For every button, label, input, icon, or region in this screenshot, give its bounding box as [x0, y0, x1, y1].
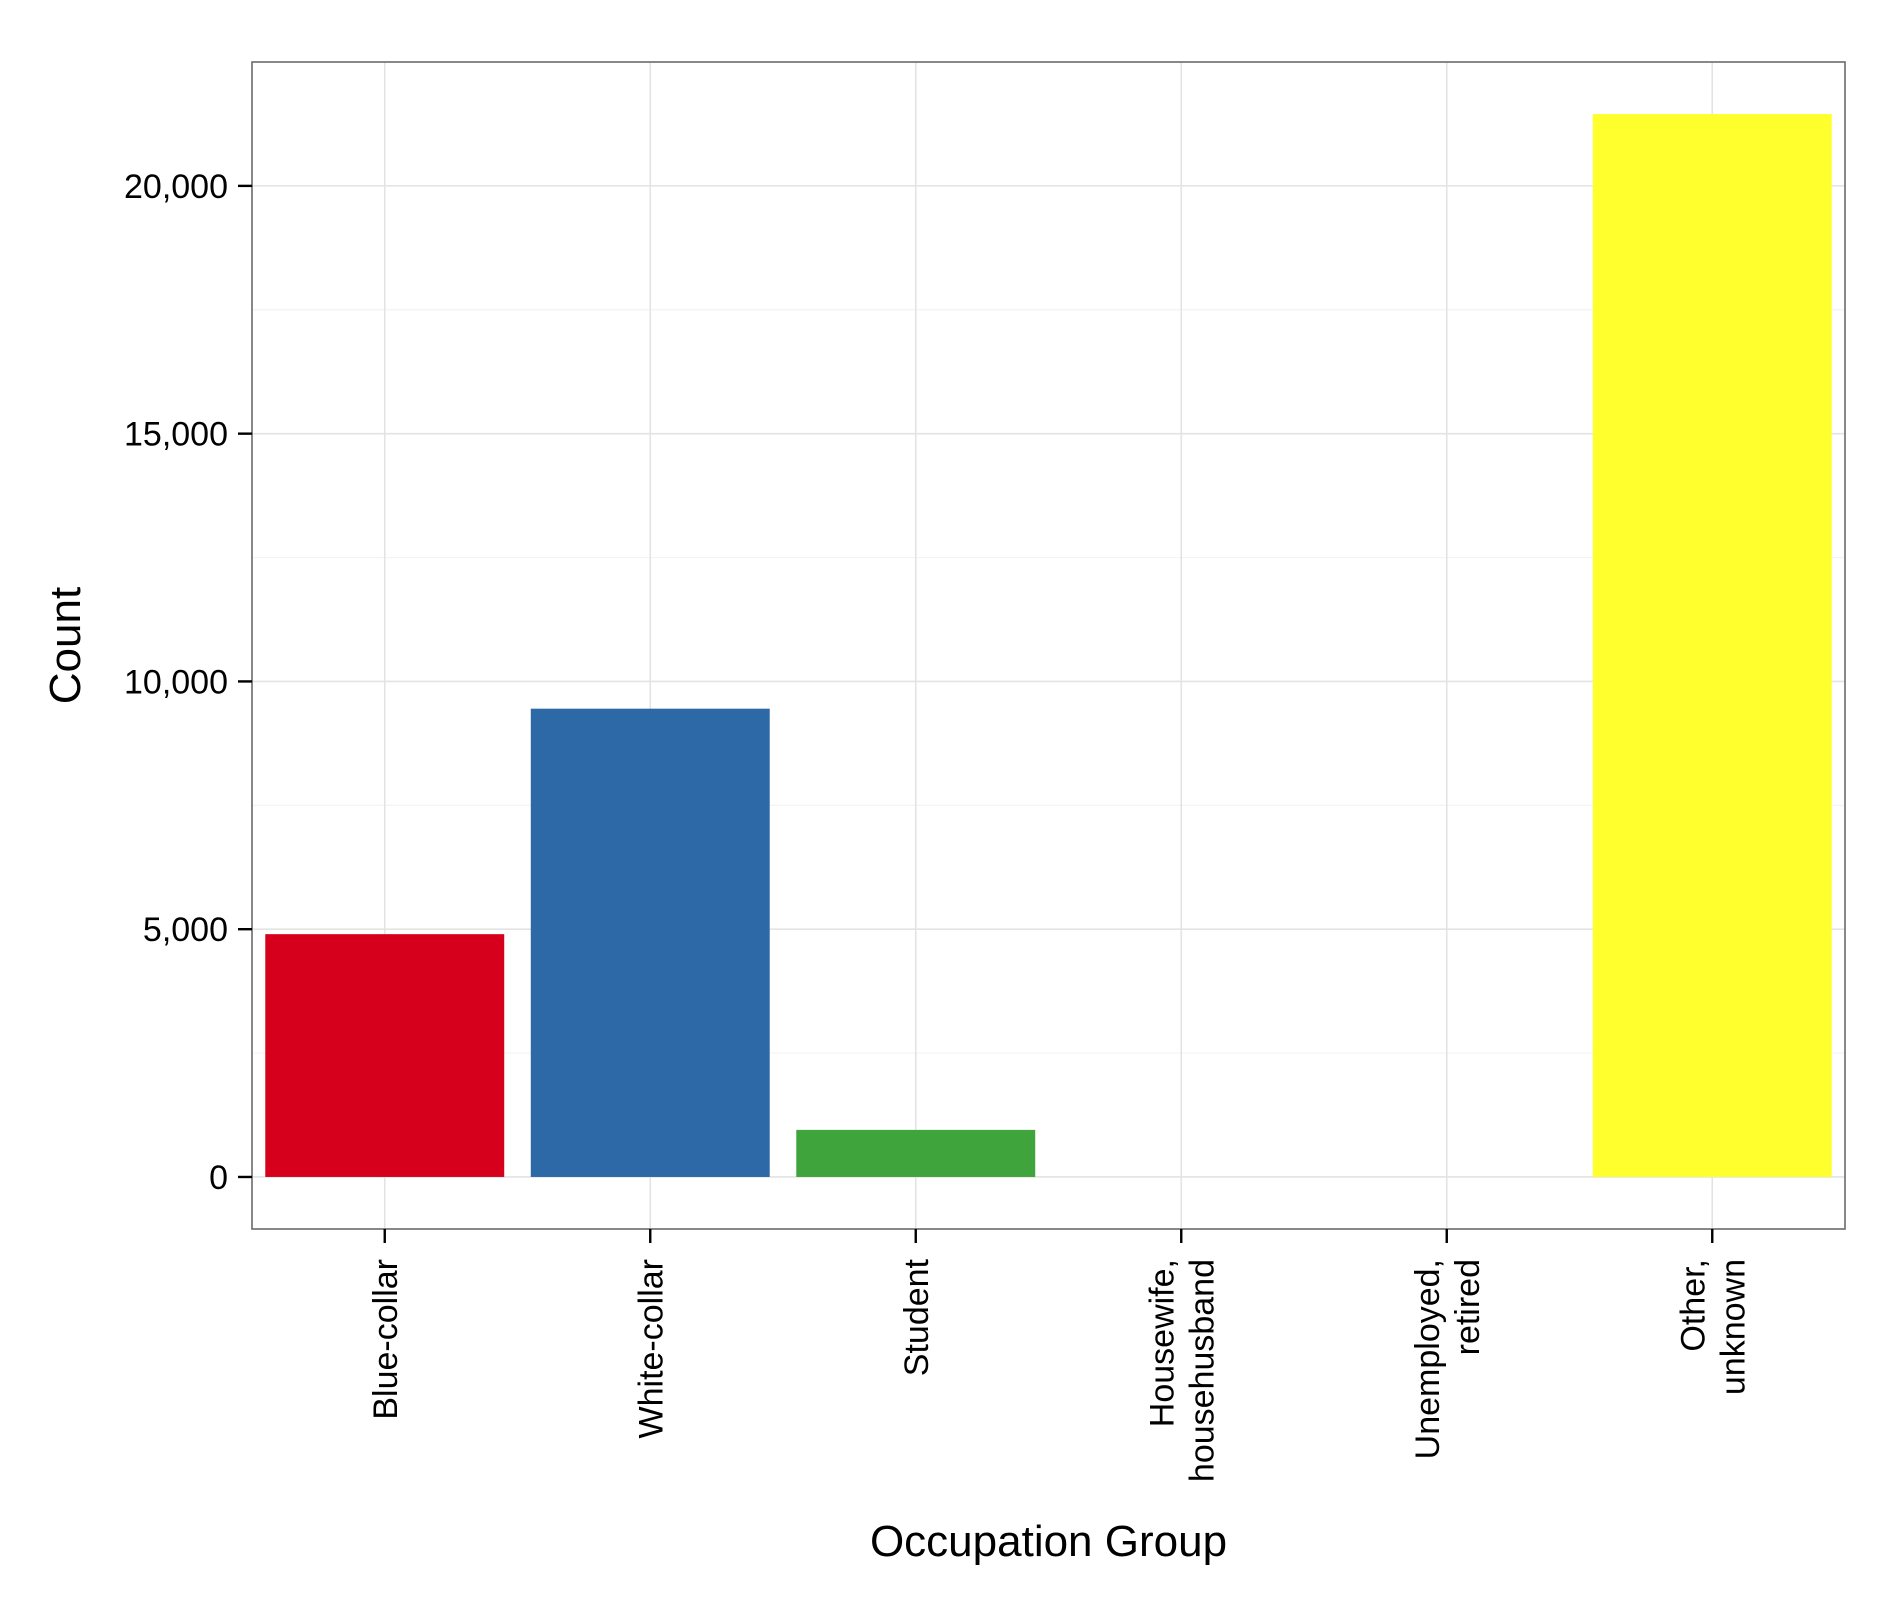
x-tick-label: Blue-collar: [367, 1259, 405, 1420]
x-axis-title: Occupation Group: [870, 1517, 1227, 1566]
y-tick-label: 20,000: [124, 168, 228, 206]
x-tick-label: Other,unknown: [1674, 1259, 1752, 1395]
bar: [265, 934, 505, 1177]
bar: [796, 1129, 1036, 1177]
y-axis: 0 5,000 10,000 15,000 20,000: [124, 168, 252, 1197]
x-tick-label: White-collar: [632, 1259, 670, 1438]
x-tick-label: Unemployed,retired: [1409, 1259, 1487, 1459]
y-tick-label: 10,000: [124, 663, 228, 701]
bars: [265, 114, 1832, 1177]
y-axis-title: Count: [41, 587, 90, 704]
bar: [530, 708, 770, 1177]
y-tick-label: 5,000: [143, 911, 228, 949]
y-tick-label: 0: [209, 1159, 228, 1197]
plot-panel-border: [251, 61, 1846, 1230]
x-tick-label: Housewife,househusband: [1143, 1259, 1221, 1482]
minor-grid: [252, 309, 1845, 1054]
x-tick-label: Student: [898, 1258, 936, 1376]
x-axis: Blue-collar White-collar Student Housewife,…: [367, 1229, 1752, 1482]
y-tick-label: 15,000: [124, 416, 228, 454]
bar: [1592, 114, 1832, 1177]
